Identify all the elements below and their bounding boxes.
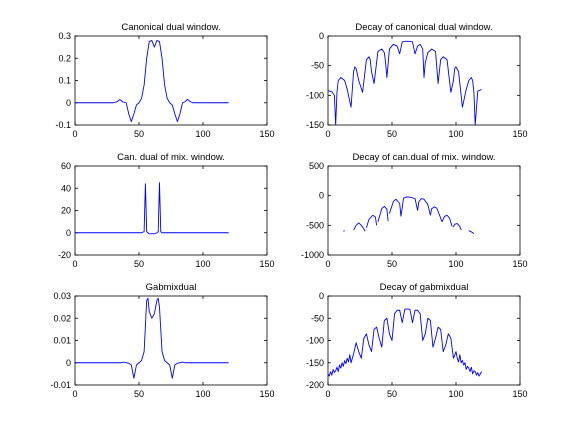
x-tick-label: 50: [134, 259, 144, 269]
series-line: [429, 206, 443, 222]
y-tick-label: 0: [66, 98, 71, 108]
x-tick-label: 50: [387, 259, 397, 269]
x-tick-label: 100: [448, 129, 463, 139]
series-line: [75, 297, 229, 379]
y-tick-label: -150: [306, 358, 324, 368]
subplot-title: Canonical dual window.: [121, 22, 220, 33]
subplot-title: Can. dual of mix. window.: [117, 152, 225, 163]
x-tick-label: 50: [134, 129, 144, 139]
axes-box: [74, 35, 268, 126]
y-tick-label: 0: [319, 191, 324, 201]
series-line: [453, 223, 462, 231]
series-line: [441, 214, 453, 227]
x-tick-label: 100: [195, 259, 210, 269]
series-line: [75, 182, 229, 235]
x-tick-label: 100: [195, 389, 210, 399]
y-tick-label: -100: [306, 336, 324, 346]
axes-box: [74, 165, 268, 256]
y-tick-label: 60: [61, 161, 71, 171]
x-tick-label: 0: [325, 259, 330, 269]
series-line: [353, 222, 366, 232]
y-tick-label: -50: [311, 61, 324, 71]
x-tick-label: 150: [259, 389, 274, 399]
subplot-title: Decay of can.dual of mix. window.: [352, 152, 495, 163]
y-tick-label: 20: [61, 206, 71, 216]
y-tick-label: 0.02: [53, 313, 71, 323]
axes-box: [327, 295, 521, 386]
series-line: [468, 230, 475, 235]
series-line: [327, 308, 482, 377]
x-tick-label: 0: [72, 389, 77, 399]
subplot-title: Gabmixdual: [146, 282, 197, 293]
y-tick-label: 0: [66, 228, 71, 238]
subplot-decay-can-dual-mix-window: Decay of can.dual of mix. window. 0 50 100…: [301, 152, 528, 269]
series-line: [343, 230, 345, 232]
x-tick-label: 150: [512, 259, 527, 269]
series-line: [400, 196, 419, 217]
y-tick-label: 500: [309, 161, 324, 171]
x-tick-label: 50: [387, 129, 397, 139]
x-tick-label: 100: [195, 129, 210, 139]
y-tick-label: 0.2: [58, 53, 71, 63]
x-tick-label: 100: [448, 389, 463, 399]
x-tick-label: 150: [512, 389, 527, 399]
y-tick-label: -20: [58, 250, 71, 260]
y-tick-label: 0.3: [58, 31, 71, 41]
y-tick-label: 0: [66, 358, 71, 368]
x-tick-label: 50: [134, 389, 144, 399]
x-tick-label: 50: [387, 389, 397, 399]
subplot-canonical-dual-window: Canonical dual window. 0 50 100 150-0.100.1…: [55, 22, 274, 139]
subplot-decay-gabmixdual: Decay of gabmixdual 0 50 100 150 -200 -150 -10…: [306, 282, 528, 399]
y-tick-label: -50: [311, 313, 324, 323]
x-tick-label: 150: [512, 129, 527, 139]
series-line: [327, 40, 482, 126]
y-tick-label: -150: [306, 120, 324, 130]
subplot-decay-canonical-dual-window: Decay of canonical dual window. 0 50 100 15…: [306, 22, 528, 139]
y-tick-label: 0: [319, 291, 324, 301]
series-line: [389, 198, 402, 217]
y-tick-label: -0.01: [50, 380, 71, 390]
x-tick-label: 150: [259, 129, 274, 139]
x-tick-label: 100: [448, 259, 463, 269]
y-tick-label: 0.01: [53, 336, 71, 346]
y-tick-label: 0.03: [53, 291, 71, 301]
y-tick-label: 0.1: [58, 76, 71, 86]
axes-box: [327, 35, 521, 126]
series-line: [75, 40, 229, 123]
axes-box: [327, 165, 521, 256]
y-tick-label: -200: [306, 380, 324, 390]
x-tick-label: 0: [325, 129, 330, 139]
x-tick-label: 0: [325, 389, 330, 399]
y-tick-label: 0: [319, 31, 324, 41]
x-tick-label: 0: [72, 129, 77, 139]
series-line: [377, 205, 389, 222]
x-tick-label: 150: [259, 259, 274, 269]
x-tick-label: 0: [72, 259, 77, 269]
series-line: [417, 198, 431, 216]
y-tick-label: -1000: [301, 250, 324, 260]
y-tick-label: -0.1: [55, 120, 71, 130]
subplot-title: Decay of gabmixdual: [380, 282, 469, 293]
y-tick-label: 40: [61, 183, 71, 193]
y-tick-label: -500: [306, 220, 324, 230]
subplot-can-dual-mix-window: Can. dual of mix. window. 0 50 100 150-2002…: [58, 152, 275, 269]
y-tick-label: -100: [306, 90, 324, 100]
series-line: [365, 214, 378, 228]
subplot-title: Decay of canonical dual window.: [355, 22, 492, 33]
